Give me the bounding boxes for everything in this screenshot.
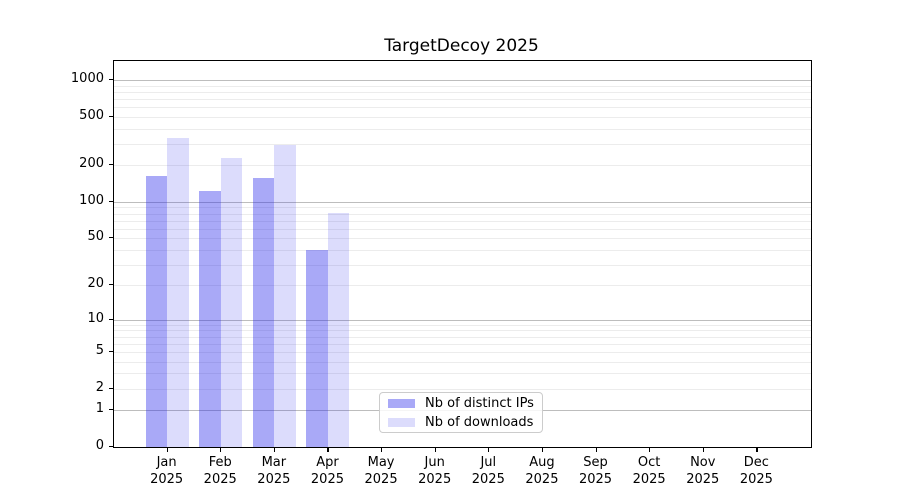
gridline-minor [114,207,811,209]
gridline-minor [114,128,811,130]
y-axis-tick-label: 50 [87,229,104,245]
x-axis-tick-mark [541,447,544,452]
x-axis-tick-label: Mar 2025 [257,455,291,487]
bar-distinct-ips [145,176,168,447]
x-axis-tick-mark [756,447,758,452]
bar-downloads [274,144,296,447]
gridline-minor [114,373,811,375]
x-axis-tick-label: Sep 2025 [578,455,613,487]
y-axis-tick-mark [109,409,114,411]
y-axis-tick-label: 2 [95,379,104,395]
y-axis-tick-mark [109,350,114,352]
legend-item: Nb of downloads [388,415,534,430]
x-axis-tick-label: Nov 2025 [686,455,720,487]
x-axis-tick-mark [381,447,383,452]
x-axis-tick-label: Aug 2025 [525,455,559,487]
gridline-minor [114,361,811,363]
x-axis-tick-label: May 2025 [364,455,398,487]
x-axis-tick-mark [434,447,436,452]
x-axis-tick-mark [649,447,651,452]
y-axis-tick-label: 20 [87,276,104,292]
gridline-minor [114,91,811,93]
y-axis-tick-label: 500 [79,107,104,123]
y-axis-tick-label: 200 [79,156,104,172]
gridline-minor [114,330,811,332]
y-axis-tick-mark [109,237,114,239]
legend-item: Nb of distinct IPs [388,396,534,411]
x-axis-tick-label: Jun 2025 [418,455,452,487]
gridline-minor [114,285,811,287]
y-axis-tick-label: 5 [95,342,104,358]
gridline-minor [114,220,811,222]
gridline-minor [114,264,811,266]
gridline-minor [114,98,811,100]
gridline-minor [114,336,811,338]
gridline-major [114,201,811,203]
y-axis-tick-mark [109,318,114,320]
x-axis-tick-label: Oct 2025 [632,455,666,487]
x-axis-tick-mark [273,447,276,452]
gridline-minor [114,213,811,215]
bar-downloads [220,157,243,447]
gridline-minor [114,343,811,345]
y-axis-tick-mark [109,164,114,166]
y-axis-tick-mark [109,284,114,286]
y-axis-tick-mark [109,200,114,203]
gridline-minor [114,165,811,167]
bar-downloads [327,212,350,447]
x-axis-tick-mark [327,447,329,452]
bar-distinct-ips [199,190,221,447]
legend-label: Nb of downloads [425,414,534,430]
bar-distinct-ips [252,178,275,447]
x-axis-tick-label: Dec 2025 [739,455,773,487]
y-axis-tick-label: 1000 [70,70,104,86]
bar-distinct-ips [306,249,328,447]
y-axis-tick-label: 1 [95,401,104,417]
legend-label: Nb of distinct IPs [425,395,534,411]
gridline-minor [114,249,811,251]
gridline-minor [114,351,811,353]
gridline-minor [114,116,811,118]
legend-swatch [388,417,415,427]
y-axis-tick-label: 0 [95,438,104,453]
x-axis-tick-mark [220,447,222,452]
y-axis-tick-label: 100 [79,192,104,208]
bar-downloads [167,137,189,447]
x-axis-tick-mark [488,447,490,452]
y-axis-tick-mark [109,78,114,81]
gridline-minor [114,228,811,230]
gridline-minor [114,143,811,145]
x-axis-tick-mark [595,447,597,452]
gridline-minor [114,388,811,390]
chart-title: TargetDecoy 2025 [384,36,539,56]
gridline-major [114,79,811,81]
gridline-major [114,319,811,321]
legend: Nb of distinct IPs Nb of downloads [379,392,543,433]
x-axis-tick-label: Apr 2025 [310,455,344,487]
x-axis-tick-mark [166,447,168,452]
gridline-minor [114,107,811,109]
gridline-minor [114,85,811,87]
x-axis-tick-label: Jul 2025 [471,455,505,487]
x-axis-tick-label: Jan 2025 [150,455,184,487]
gridline-minor [114,238,811,240]
plot-area [113,60,812,448]
y-axis-tick-label: 10 [87,310,104,326]
y-axis-tick-mark [109,446,114,448]
y-axis-tick-mark [109,115,114,117]
x-axis-tick-mark [702,447,704,452]
y-axis-tick-mark [109,387,114,389]
x-axis-tick-label: Feb 2025 [203,455,237,487]
legend-swatch [388,398,415,408]
gridline-minor [114,324,811,326]
